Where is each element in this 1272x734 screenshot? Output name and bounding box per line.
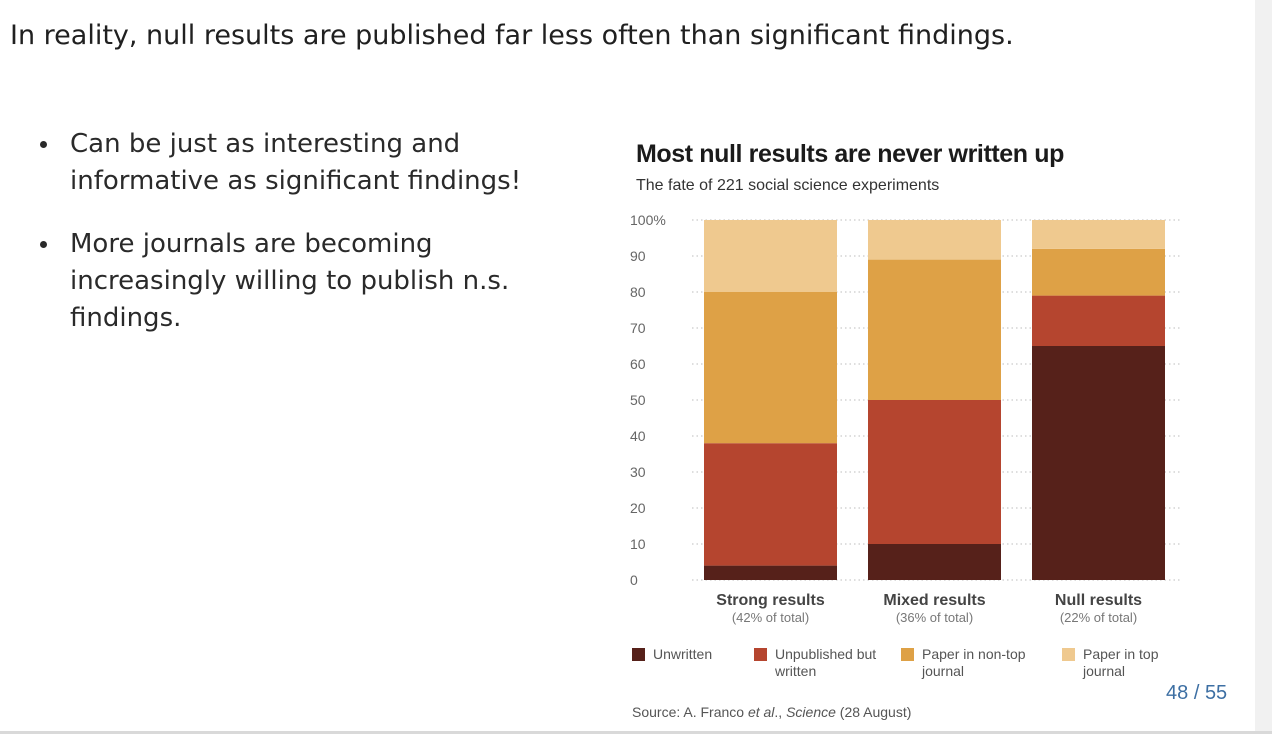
y-tick-label: 40 xyxy=(630,428,646,444)
stacked-bar-chart: 0 10 20 30 40 50 60 70 80 90 100% Strong results(42… xyxy=(630,212,1182,625)
bar-segment xyxy=(868,259,1001,400)
x-category-note: (22% of total) xyxy=(1060,610,1137,625)
source-italic: et al xyxy=(747,704,775,720)
source-mid: ., xyxy=(774,704,787,720)
y-tick-label: 20 xyxy=(630,500,646,516)
chart-title: Most null results are never written up xyxy=(636,140,1064,168)
bar-segment xyxy=(868,400,1001,544)
bar-segment xyxy=(704,443,837,566)
source-suffix: (28 August) xyxy=(835,704,912,720)
bullet-item: More journals are becoming increasingly … xyxy=(38,226,558,337)
bullet-dot xyxy=(40,241,47,248)
scrollbar-track[interactable] xyxy=(1255,0,1272,734)
bar-segment xyxy=(1032,220,1165,249)
x-category-label: Null results xyxy=(1055,592,1142,609)
chart-subtitle: The fate of 221 social science experimen… xyxy=(636,177,940,194)
slide-title: In reality, null results are published f… xyxy=(10,20,1014,51)
legend-item-unwritten: Unwritten xyxy=(632,646,712,663)
bar-segment xyxy=(704,565,837,580)
y-tick-label: 50 xyxy=(630,392,646,408)
bar-segment xyxy=(1032,295,1165,346)
y-tick-label: 70 xyxy=(630,320,646,336)
x-category-label: Mixed results xyxy=(883,592,985,609)
y-tick-label: 60 xyxy=(630,356,646,372)
page-current: 48 xyxy=(1166,682,1189,704)
source-prefix: Source: A. Franco xyxy=(632,704,748,720)
bottom-rule xyxy=(0,731,1272,734)
legend-item-unpublished: Unpublished but written xyxy=(754,646,887,680)
legend-swatch xyxy=(754,648,767,661)
bullet-text: More journals are becoming increasingly … xyxy=(70,229,510,333)
page-counter: 48 / 55 xyxy=(1166,682,1227,705)
page-total: 55 xyxy=(1204,682,1228,704)
bullet-item: Can be just as interesting and informati… xyxy=(38,126,558,200)
legend-label: Unpublished but written xyxy=(775,646,877,679)
bar-segment xyxy=(704,292,837,444)
legend-item-non-top-journal: Paper in non-top journal xyxy=(901,646,1062,680)
y-tick-label: 30 xyxy=(630,464,646,480)
legend-swatch xyxy=(632,648,645,661)
y-tick-label: 80 xyxy=(630,284,646,300)
x-category-note: (42% of total) xyxy=(732,610,809,625)
y-tick-label: 100% xyxy=(630,212,666,228)
legend-label: Paper in top journal xyxy=(1083,646,1159,679)
legend-item-top-journal: Paper in top journal xyxy=(1062,646,1183,680)
y-tick-label: 90 xyxy=(630,248,646,264)
page-separator: / xyxy=(1193,682,1200,704)
legend-swatch xyxy=(1062,648,1075,661)
source-journal: Science xyxy=(786,704,836,720)
y-tick-label: 0 xyxy=(630,572,638,588)
bar-segment xyxy=(1032,346,1165,580)
bullet-dot xyxy=(40,141,47,148)
legend-label: Unwritten xyxy=(653,646,713,662)
chart-source: Source: A. Franco et al., Science (28 Au… xyxy=(632,704,911,720)
bar-segment xyxy=(868,220,1001,260)
bullet-text: Can be just as interesting and informati… xyxy=(70,129,522,196)
legend-swatch xyxy=(901,648,914,661)
bar-segment xyxy=(868,544,1001,580)
bullet-list: Can be just as interesting and informati… xyxy=(38,126,558,363)
x-category-note: (36% of total) xyxy=(896,610,973,625)
y-tick-label: 10 xyxy=(630,536,646,552)
legend-label: Paper in non-top journal xyxy=(922,646,1026,679)
bar-segment xyxy=(704,220,837,292)
x-category-label: Strong results xyxy=(716,592,825,609)
bar-segment xyxy=(1032,248,1165,296)
